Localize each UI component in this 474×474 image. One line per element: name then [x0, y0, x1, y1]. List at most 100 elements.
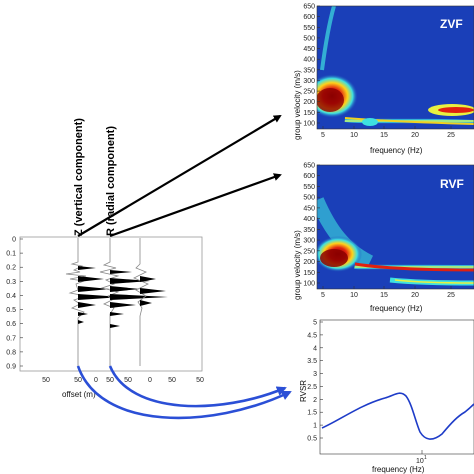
seismogram-y-tick: 0.8	[6, 349, 16, 356]
seismogram-x-tick: 0	[94, 377, 98, 384]
seismogram-xlabel: offset (m)	[62, 390, 96, 399]
zvf-x-tick: 15	[380, 132, 388, 139]
rvf-y-tick: 250	[303, 248, 315, 255]
zvf-y-tick: 250	[303, 89, 315, 96]
rvsr-y-axis: 5 4.5 4 3.5 3 2.5 2 1.5 1 0.5	[307, 320, 323, 443]
seismogram-y-tick: 0.9	[6, 364, 16, 371]
rvf-y-tick: 600	[303, 173, 315, 180]
rvf-x-tick: 15	[380, 292, 388, 299]
blue-arrow-r	[108, 365, 287, 408]
rvsr-y-tick: 1	[313, 423, 317, 430]
rvsr-y-tick: 2	[313, 397, 317, 404]
rvsr-ylabel: RVSR	[299, 380, 308, 402]
rvsr-y-tick: 4.5	[307, 332, 317, 339]
rvf-y-axis: 650 600 550 500 450 400 350 300 250 200 150 100	[303, 163, 320, 288]
zvf-ylabel: group velocity (m/s)	[293, 70, 302, 140]
zvf-y-tick: 350	[303, 67, 315, 74]
rvsr-frame	[319, 319, 474, 455]
rvf-y-tick: 300	[303, 238, 315, 245]
zvf-x-tick: 10	[350, 132, 358, 139]
rvsr-y-tick: 3.5	[307, 358, 317, 365]
seismogram-y-axis: 0 0.1 0.2 0.3 0.4 0.5 0.6 0.7 0.8 0.9	[6, 237, 23, 371]
zvf-xlabel: frequency (Hz)	[370, 146, 423, 155]
rvf-title: RVF	[440, 177, 464, 191]
seismogram-y-tick: 0.6	[6, 321, 16, 328]
rvf-xlabel: frequency (Hz)	[370, 304, 423, 313]
arrow-to-rvf	[109, 173, 282, 238]
zvf-title: ZVF	[440, 17, 463, 31]
trace-3-gray	[133, 238, 149, 366]
rvsr-y-tick: 1.5	[307, 410, 317, 417]
rvsr-y-tick: 2.5	[307, 384, 317, 391]
rvsr-panel: 5 4.5 4 3.5 3 2.5 2 1.5 1 0.5 10 1 RVSR frequency…	[299, 320, 474, 474]
zvf-x-tick: 25	[447, 132, 455, 139]
rvf-y-tick: 150	[303, 270, 315, 277]
zvf-heatmap	[317, 6, 474, 129]
rvsr-curve	[321, 392, 474, 440]
zvf-panel: ZVF 650 600 550 500 450 400 350 300 250 200 150 100…	[293, 4, 474, 155]
zvf-y-tick: 600	[303, 14, 315, 21]
rvsr-y-tick: 3	[313, 371, 317, 378]
seismogram-x-tick: 50	[124, 377, 132, 384]
seismogram-y-tick: 0.2	[6, 265, 16, 272]
r-component-label: R (radial component)	[105, 126, 117, 236]
rvf-x-axis: 5 10 15 20 25	[321, 286, 455, 299]
rvf-x-tick: 25	[447, 292, 455, 299]
z-trace-gray	[65, 238, 88, 366]
seismogram-x-tick: 50	[196, 377, 204, 384]
rvf-x-tick: 20	[411, 292, 419, 299]
svg-text:10: 10	[416, 458, 424, 465]
rvsr-x-tick: 10 1	[416, 450, 427, 465]
zvf-y-tick: 100	[303, 121, 315, 128]
svg-text:1: 1	[424, 455, 427, 461]
seismogram-y-tick: 0.3	[6, 279, 16, 286]
zvf-y-axis: 650 600 550 500 450 400 350 300 250 200 150 100	[303, 4, 320, 128]
zvf-y-tick: 500	[303, 35, 315, 42]
rvf-y-tick: 550	[303, 184, 315, 191]
rvf-ylabel: group velocity (m/s)	[293, 230, 302, 300]
seismogram-x-tick: 50	[74, 377, 82, 384]
zvf-x-tick: 20	[411, 132, 419, 139]
rvsr-y-tick: 0.5	[307, 436, 317, 443]
traces	[65, 238, 168, 366]
seismogram-y-tick: 0	[12, 237, 16, 244]
blue-arrow-z	[76, 365, 292, 420]
zvf-y-tick: 400	[303, 57, 315, 64]
seismogram-x-tick: 50	[106, 377, 114, 384]
rvf-y-tick: 650	[303, 163, 315, 170]
rvf-y-tick: 200	[303, 259, 315, 266]
seismogram-y-tick: 0.5	[6, 307, 16, 314]
z-component-label: Z (vertical component)	[73, 118, 85, 236]
rvf-y-tick: 500	[303, 195, 315, 202]
seismogram-x-tick: 50	[168, 377, 176, 384]
zvf-y-tick: 300	[303, 78, 315, 85]
rvf-y-tick: 100	[303, 281, 315, 288]
seismogram-panel: 0 0.1 0.2 0.3 0.4 0.5 0.6 0.7 0.8 0.9 50 50 0 50 50 0 5…	[6, 118, 204, 399]
zvf-y-tick: 550	[303, 25, 315, 32]
seismogram-x-tick: 0	[148, 377, 152, 384]
rvf-heatmap	[317, 165, 474, 289]
r-trace-gray	[99, 238, 120, 366]
z-trace-fill	[78, 266, 122, 324]
seismogram-x-axis: 50 50 0 50 50 0 50 50	[42, 377, 204, 384]
seismogram-y-tick: 0.7	[6, 335, 16, 342]
zvf-x-tick: 5	[321, 132, 325, 139]
zvf-y-tick: 200	[303, 99, 315, 106]
rvf-panel: RVF 650 600 550 500 450 400 350 300 250 200 150 100…	[293, 163, 474, 313]
zvf-y-tick: 450	[303, 46, 315, 53]
zvf-y-tick: 650	[303, 4, 315, 11]
rvsr-xlabel: frequency (Hz)	[372, 465, 425, 474]
arrow-to-zvf	[77, 114, 282, 237]
trace-3-fill	[140, 276, 166, 306]
zvf-y-tick: 150	[303, 110, 315, 117]
rvf-x-tick: 5	[321, 292, 325, 299]
seismogram-y-tick: 0.4	[6, 293, 16, 300]
r-trace-fill	[110, 270, 168, 328]
rvsr-y-tick: 5	[313, 320, 317, 327]
rvf-y-tick: 450	[303, 205, 315, 212]
seismogram-y-tick: 0.1	[6, 251, 16, 258]
rvf-x-tick: 10	[350, 292, 358, 299]
zvf-x-axis: 5 10 15 20 25	[321, 126, 455, 139]
rvsr-y-tick: 4	[313, 345, 317, 352]
